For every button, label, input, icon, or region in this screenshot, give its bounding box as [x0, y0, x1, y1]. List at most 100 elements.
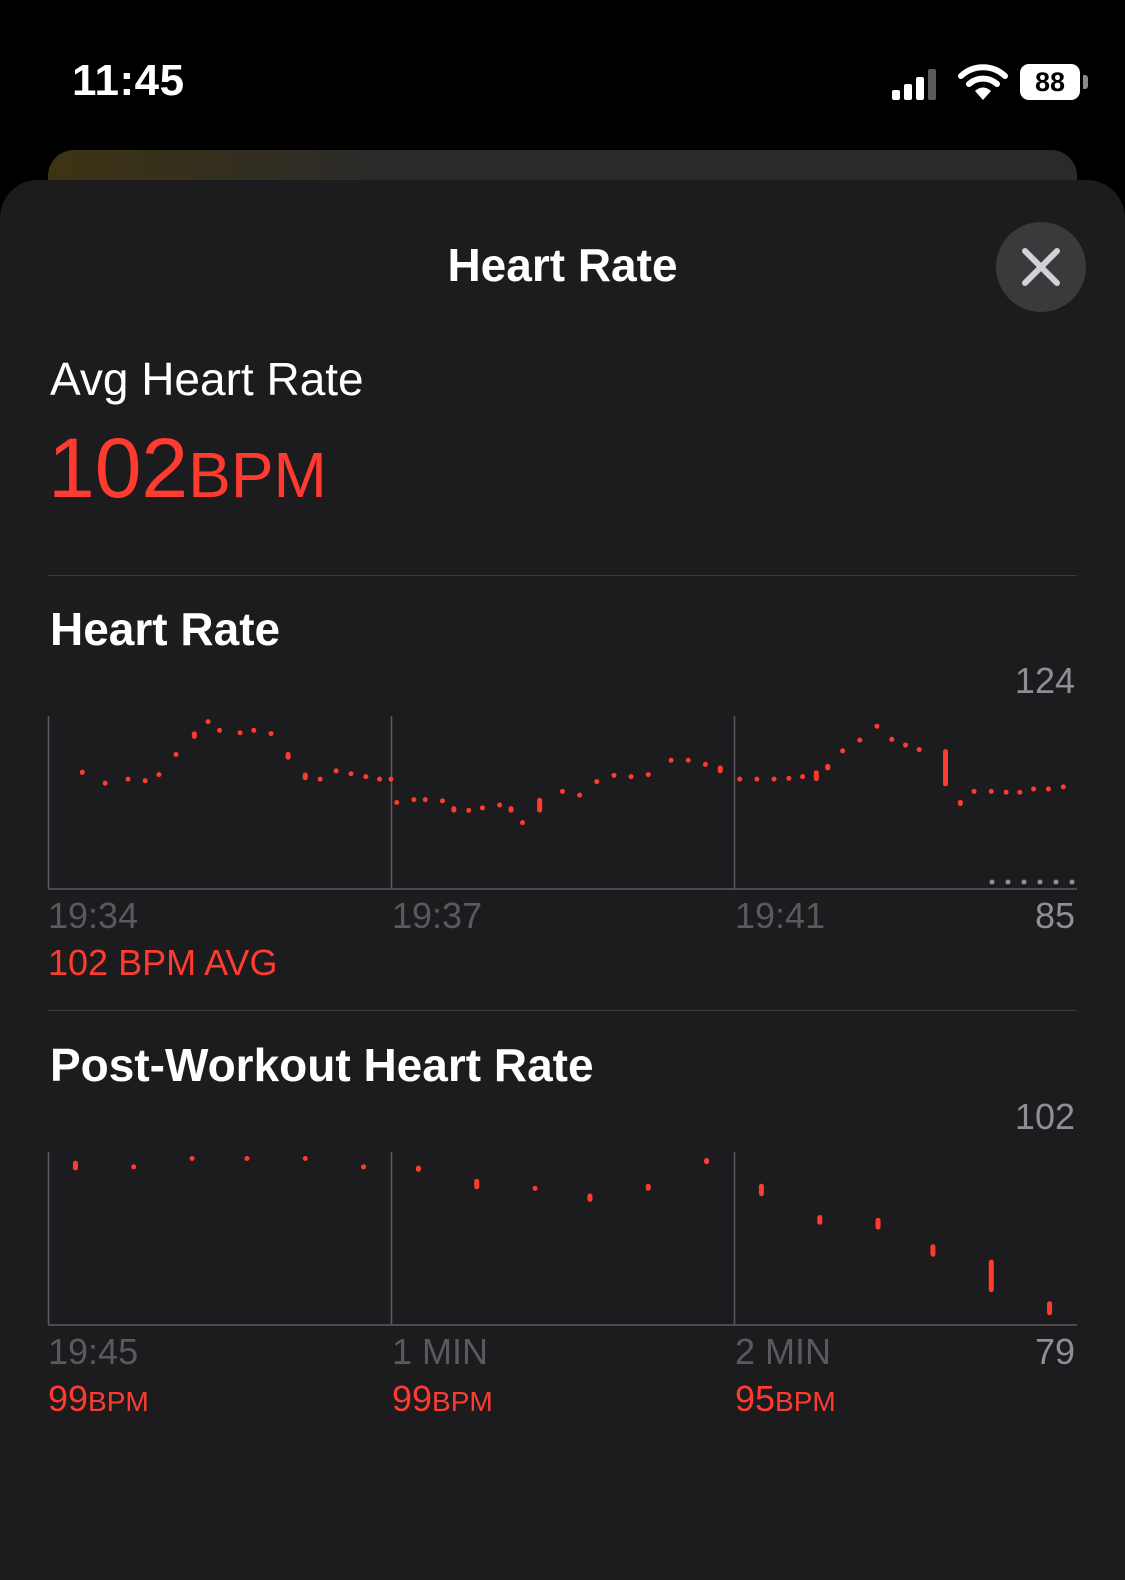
heart-rate-point	[173, 752, 179, 757]
post-workout-y-max: 102	[1014, 1096, 1075, 1137]
heart-rate-point	[317, 776, 323, 782]
heart-rate-point	[771, 776, 777, 782]
divider	[48, 575, 1077, 576]
post-workout-point	[1047, 1301, 1053, 1316]
post-workout-reading-2-unit: BPM	[432, 1386, 493, 1417]
heart-rate-point	[156, 772, 162, 778]
heart-rate-avg-summary: 102 BPM AVG	[48, 942, 278, 983]
post-workout-point	[244, 1156, 250, 1161]
heart-rate-point	[1017, 789, 1023, 795]
post-workout-time-label-1: 19:45	[48, 1331, 139, 1372]
heart-rate-time-label-3: 19:41	[735, 895, 826, 936]
heart-rate-point	[594, 779, 600, 785]
close-icon[interactable]	[1017, 243, 1065, 291]
post-workout-time-label-2: 1 MIN	[392, 1331, 489, 1372]
heart-rate-point	[363, 774, 369, 780]
heart-rate-point	[348, 771, 354, 777]
heart-rate-time-label-1: 19:34	[48, 895, 139, 936]
post-workout-reading-1: 99BPM	[48, 1378, 149, 1420]
avg-heart-rate-number: 102	[48, 421, 189, 515]
heart-rate-point	[191, 731, 197, 739]
heart-rate-point	[645, 772, 651, 778]
heart-rate-point	[302, 772, 308, 781]
heart-rate-point	[411, 797, 417, 803]
post-workout-point	[474, 1178, 480, 1190]
sheet-title: Heart Rate	[447, 239, 678, 291]
heart-rate-point	[628, 774, 634, 780]
heart-rate-point	[702, 761, 708, 767]
battery-tip	[1083, 75, 1088, 89]
heart-rate-point	[251, 727, 257, 733]
post-workout-point	[415, 1165, 421, 1172]
heart-rate-section-title: Heart Rate	[50, 603, 281, 655]
heart-rate-point	[1031, 786, 1037, 792]
post-workout-reading-2-value: 99	[392, 1378, 433, 1419]
heart-rate-point	[611, 772, 617, 778]
post-workout-y-min: 79	[1034, 1331, 1075, 1372]
heart-rate-point	[737, 776, 743, 782]
post-workout-reading-3-unit: BPM	[775, 1386, 836, 1417]
heart-rate-y-min: 85	[1034, 895, 1075, 936]
post-workout-section-title: Post-Workout Heart Rate	[50, 1039, 594, 1091]
avg-heart-rate-label: Avg Heart Rate	[50, 353, 364, 405]
post-workout-time-label-3: 2 MIN	[735, 1331, 832, 1372]
heart-rate-point	[508, 806, 514, 813]
heart-rate-point	[466, 807, 472, 813]
post-workout-reading-1-unit: BPM	[88, 1386, 149, 1417]
heart-rate-point	[668, 757, 674, 763]
post-workout-point	[587, 1193, 593, 1202]
post-workout-point	[988, 1259, 994, 1293]
heart-rate-point	[800, 774, 806, 780]
divider	[48, 1010, 1077, 1011]
heart-rate-empty-dot	[1069, 879, 1075, 885]
heart-rate-empty-dot	[1005, 879, 1011, 885]
heart-rate-point	[874, 723, 880, 729]
heart-rate-point	[825, 763, 831, 771]
heart-rate-point	[377, 776, 383, 782]
heart-rate-point	[519, 820, 525, 826]
post-workout-point	[532, 1185, 538, 1191]
status-bar: 11:45 88	[0, 0, 1125, 150]
heart-rate-chart	[47, 716, 1077, 890]
post-workout-point	[361, 1164, 367, 1170]
battery-indicator: 88	[1020, 64, 1090, 100]
close-button[interactable]	[996, 222, 1086, 312]
heart-rate-point	[957, 799, 963, 807]
heart-rate-point	[971, 788, 977, 794]
heart-rate-empty-dot	[1021, 879, 1027, 885]
post-workout-chart	[47, 1152, 1077, 1326]
heart-rate-point	[813, 770, 819, 782]
heart-rate-point	[943, 749, 949, 787]
heart-rate-point	[786, 775, 792, 781]
heart-rate-empty-dot	[1053, 879, 1059, 885]
heart-rate-point	[537, 797, 543, 813]
heart-rate-point	[333, 768, 339, 774]
post-workout-reading-3-value: 95	[735, 1378, 776, 1419]
heart-rate-point	[1060, 784, 1066, 790]
heart-rate-point	[422, 797, 428, 803]
heart-rate-point	[903, 742, 908, 748]
post-workout-point	[758, 1183, 764, 1197]
avg-heart-rate-value: 102BPM	[48, 420, 327, 517]
heart-rate-point	[857, 737, 863, 743]
heart-rate-point	[1003, 789, 1009, 795]
heart-rate-point	[479, 805, 485, 811]
wifi-icon	[958, 64, 1008, 100]
status-time: 11:45	[72, 56, 185, 105]
heart-rate-point	[988, 788, 994, 794]
heart-rate-point	[916, 747, 922, 753]
post-workout-point	[704, 1158, 710, 1165]
battery-level: 88	[1034, 67, 1066, 97]
heart-rate-point	[451, 806, 457, 813]
heart-rate-point	[237, 730, 243, 736]
heart-rate-time-label-2: 19:37	[392, 895, 483, 936]
signal-icon	[892, 69, 936, 100]
post-workout-point	[875, 1217, 881, 1230]
post-workout-point	[189, 1156, 195, 1161]
heart-rate-point	[205, 719, 211, 725]
heart-rate-point	[439, 798, 445, 804]
post-workout-point	[72, 1160, 78, 1171]
heart-rate-point	[754, 776, 760, 782]
heart-rate-point	[889, 736, 895, 742]
post-workout-reading-1-value: 99	[48, 1378, 89, 1419]
